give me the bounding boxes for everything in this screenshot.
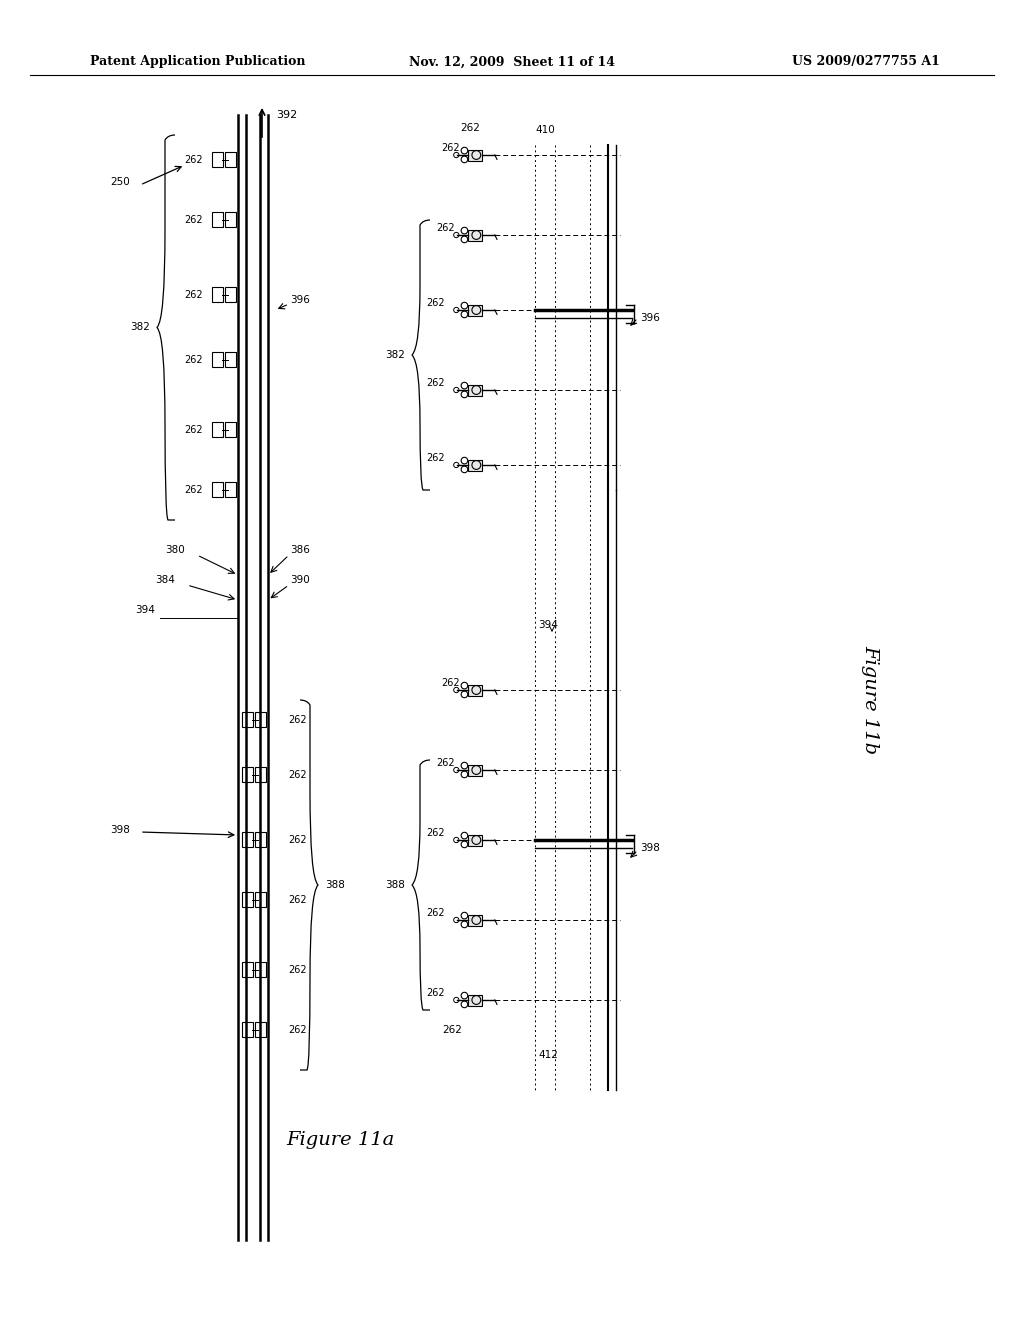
Bar bbox=[212, 422, 223, 437]
Text: 394: 394 bbox=[538, 620, 558, 630]
Text: 262: 262 bbox=[460, 123, 480, 133]
Text: 262: 262 bbox=[426, 987, 445, 998]
Text: 262: 262 bbox=[441, 143, 460, 153]
Bar bbox=[468, 230, 481, 240]
Bar bbox=[468, 305, 481, 315]
Text: 262: 262 bbox=[288, 836, 306, 845]
Text: 388: 388 bbox=[325, 880, 345, 890]
Bar bbox=[255, 1022, 266, 1038]
Text: 262: 262 bbox=[436, 223, 455, 234]
Bar bbox=[212, 152, 223, 168]
Text: 388: 388 bbox=[385, 880, 406, 890]
Text: 398: 398 bbox=[640, 843, 659, 853]
Bar bbox=[212, 482, 223, 498]
Text: 262: 262 bbox=[426, 378, 445, 388]
Text: 262: 262 bbox=[288, 1026, 306, 1035]
Bar bbox=[212, 352, 223, 367]
Bar bbox=[225, 352, 236, 367]
Text: 250: 250 bbox=[111, 177, 130, 187]
Text: 262: 262 bbox=[426, 298, 445, 308]
Bar bbox=[468, 384, 481, 396]
Text: 386: 386 bbox=[290, 545, 310, 554]
Bar bbox=[242, 832, 253, 847]
Bar bbox=[468, 994, 481, 1006]
Text: 382: 382 bbox=[130, 322, 150, 333]
Bar bbox=[225, 482, 236, 498]
Text: 390: 390 bbox=[290, 576, 309, 585]
Bar bbox=[212, 213, 223, 227]
Text: 262: 262 bbox=[426, 453, 445, 463]
Bar bbox=[242, 962, 253, 977]
Bar bbox=[255, 767, 266, 781]
Text: 262: 262 bbox=[288, 895, 306, 906]
Bar bbox=[468, 685, 481, 696]
Bar bbox=[225, 422, 236, 437]
Text: 384: 384 bbox=[155, 576, 175, 585]
Bar bbox=[255, 962, 266, 977]
Bar bbox=[225, 286, 236, 302]
Bar bbox=[255, 892, 266, 907]
Text: 396: 396 bbox=[290, 294, 310, 305]
Text: 262: 262 bbox=[184, 290, 203, 300]
Text: 262: 262 bbox=[442, 1026, 462, 1035]
Text: 394: 394 bbox=[135, 605, 155, 615]
Bar bbox=[468, 834, 481, 846]
Text: 262: 262 bbox=[436, 758, 455, 768]
Text: 262: 262 bbox=[288, 715, 306, 725]
Text: 396: 396 bbox=[640, 313, 659, 323]
Bar bbox=[212, 286, 223, 302]
Bar bbox=[468, 149, 481, 161]
Text: Nov. 12, 2009  Sheet 11 of 14: Nov. 12, 2009 Sheet 11 of 14 bbox=[409, 55, 615, 69]
Text: 262: 262 bbox=[441, 678, 460, 688]
Text: 262: 262 bbox=[184, 355, 203, 366]
Text: 380: 380 bbox=[165, 545, 185, 554]
Bar bbox=[468, 459, 481, 470]
Text: Figure 11a: Figure 11a bbox=[286, 1131, 394, 1148]
Text: 262: 262 bbox=[288, 965, 306, 975]
Text: 392: 392 bbox=[276, 110, 297, 120]
Bar bbox=[225, 152, 236, 168]
Text: Patent Application Publication: Patent Application Publication bbox=[90, 55, 305, 69]
Bar bbox=[468, 764, 481, 776]
Bar bbox=[255, 711, 266, 727]
Text: 262: 262 bbox=[184, 154, 203, 165]
Text: 262: 262 bbox=[288, 770, 306, 780]
Text: 382: 382 bbox=[385, 350, 406, 360]
Bar bbox=[242, 892, 253, 907]
Bar bbox=[242, 711, 253, 727]
Text: 262: 262 bbox=[426, 828, 445, 838]
Text: 262: 262 bbox=[184, 215, 203, 224]
Text: 262: 262 bbox=[184, 484, 203, 495]
Bar bbox=[468, 915, 481, 925]
Bar bbox=[255, 832, 266, 847]
Text: Figure 11b: Figure 11b bbox=[861, 645, 879, 755]
Text: 262: 262 bbox=[184, 425, 203, 436]
Text: 412: 412 bbox=[538, 1049, 558, 1060]
Text: 410: 410 bbox=[536, 125, 555, 135]
Text: 262: 262 bbox=[426, 908, 445, 917]
Bar bbox=[225, 213, 236, 227]
Text: 398: 398 bbox=[111, 825, 130, 836]
Text: US 2009/0277755 A1: US 2009/0277755 A1 bbox=[793, 55, 940, 69]
Bar bbox=[242, 1022, 253, 1038]
Bar bbox=[242, 767, 253, 781]
